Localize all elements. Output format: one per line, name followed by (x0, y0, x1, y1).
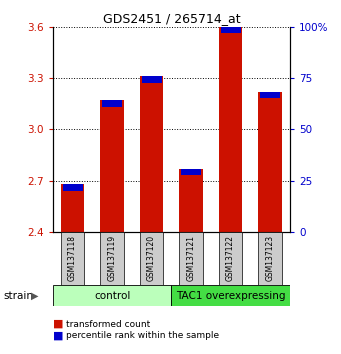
Bar (219, 232, 242, 285)
Bar (140, 232, 163, 285)
Title: GDS2451 / 265714_at: GDS2451 / 265714_at (103, 12, 240, 25)
Text: control: control (94, 291, 130, 301)
Bar (260, 92, 280, 98)
Bar (219, 27, 242, 232)
Bar (171, 285, 290, 306)
Text: ■: ■ (53, 330, 63, 340)
Text: GSM137122: GSM137122 (226, 235, 235, 281)
Bar (142, 76, 162, 83)
Text: TAC1 overexpressing: TAC1 overexpressing (176, 291, 285, 301)
Bar (61, 232, 85, 285)
Bar (258, 232, 282, 285)
Text: strain: strain (3, 291, 33, 301)
Bar (181, 169, 201, 176)
Bar (100, 100, 124, 232)
Text: percentile rank within the sample: percentile rank within the sample (66, 331, 220, 341)
Bar (61, 184, 85, 232)
Bar (102, 100, 122, 107)
Bar (179, 232, 203, 285)
Bar (221, 27, 241, 33)
Bar (62, 184, 83, 191)
Text: transformed count: transformed count (66, 320, 151, 329)
Text: GSM137120: GSM137120 (147, 235, 156, 281)
Bar (53, 285, 171, 306)
Text: ▶: ▶ (31, 291, 38, 301)
Text: GSM137118: GSM137118 (68, 235, 77, 281)
Text: GSM137123: GSM137123 (266, 235, 275, 281)
Text: GSM137121: GSM137121 (187, 235, 196, 281)
Bar (179, 169, 203, 232)
Text: ■: ■ (53, 319, 63, 329)
Bar (258, 92, 282, 232)
Text: GSM137119: GSM137119 (108, 235, 117, 281)
Bar (100, 232, 124, 285)
Bar (140, 76, 163, 232)
